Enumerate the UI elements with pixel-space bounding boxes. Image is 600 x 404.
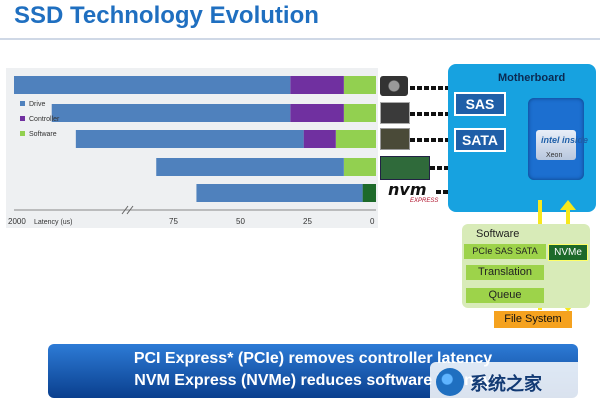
hdd-device-icon — [380, 76, 408, 96]
pcie-sas-sata-layer: PCIe SAS SATA — [464, 244, 546, 259]
sas-port: SAS — [454, 92, 506, 116]
nvm-express-logo: nvm — [388, 180, 427, 199]
bar-drive-row-4 — [156, 158, 344, 176]
x-axis-label: Latency (us) — [34, 219, 73, 226]
queue-layer: Queue — [466, 288, 544, 303]
nvme-layer: NVMe — [548, 244, 588, 261]
axis-break-icon — [121, 205, 134, 215]
bar-controller-row-2 — [290, 104, 344, 122]
bar-software-row-3 — [335, 130, 376, 148]
bar-software-row-1 — [343, 76, 376, 94]
bar-software-row-4 — [343, 158, 376, 176]
file-system-layer: File System — [494, 311, 572, 328]
legend-swatch-drive — [20, 101, 25, 106]
bar-drive-row-3 — [75, 130, 304, 148]
xeon-label: Xeon — [546, 152, 563, 159]
bar-drive-row-1 — [14, 76, 291, 94]
banner-line-nvme: NVM Express (NVMe) reduces software late… — [134, 372, 492, 389]
sas-cable — [410, 112, 454, 116]
banner-line-pcie: PCI Express* (PCIe) removes controller l… — [133, 350, 493, 367]
legend-label-controller: Controller — [29, 116, 60, 123]
translation-layer: Translation — [466, 265, 544, 280]
x-tick-label: 0 — [370, 217, 375, 226]
x-tick-label: 25 — [303, 217, 312, 226]
arrow-up-icon — [560, 200, 576, 210]
nvm-express-logo-subtitle: EXPRESS — [410, 198, 439, 204]
sata-cable — [410, 138, 454, 142]
bar-drive-row-5 — [196, 184, 363, 202]
bar-controller-row-3 — [303, 130, 336, 148]
sata-port: SATA — [454, 128, 506, 152]
x-tick-label: 75 — [169, 217, 178, 226]
sata-ssd-device-icon — [380, 128, 410, 150]
x-tick-label: 50 — [236, 217, 245, 226]
pcie-ssd-card-icon — [380, 156, 430, 180]
hdd-cable — [410, 86, 450, 90]
intel-logo: intel inside — [541, 135, 589, 145]
x-tick-label: 2000 — [8, 217, 26, 226]
watermark-logo-icon — [436, 368, 464, 396]
watermark-text: 系统之家 — [470, 374, 542, 395]
legend-swatch-software — [20, 131, 25, 136]
latency-chart-panel: 2000 75 50 25 0 Latency (us) Drive Controller So… — [6, 68, 378, 228]
title-divider — [0, 38, 600, 40]
bar-drive-row-2 — [51, 104, 291, 122]
legend-label-drive: Drive — [29, 101, 45, 108]
bar-software-row-2 — [343, 104, 376, 122]
bar-software-row-5 — [362, 184, 376, 202]
motherboard-label: Motherboard — [498, 72, 566, 84]
legend-label-software: Software — [29, 131, 57, 138]
xeon-chip-icon — [536, 130, 576, 160]
page-title: SSD Technology Evolution — [14, 2, 319, 29]
sas-ssd-device-icon — [380, 102, 410, 124]
latency-chart: 2000 75 50 25 0 Latency (us) Drive Controller So… — [8, 76, 376, 226]
bar-controller-row-1 — [290, 76, 344, 94]
legend-swatch-controller — [20, 116, 25, 121]
software-stack-title: Software — [476, 228, 520, 240]
